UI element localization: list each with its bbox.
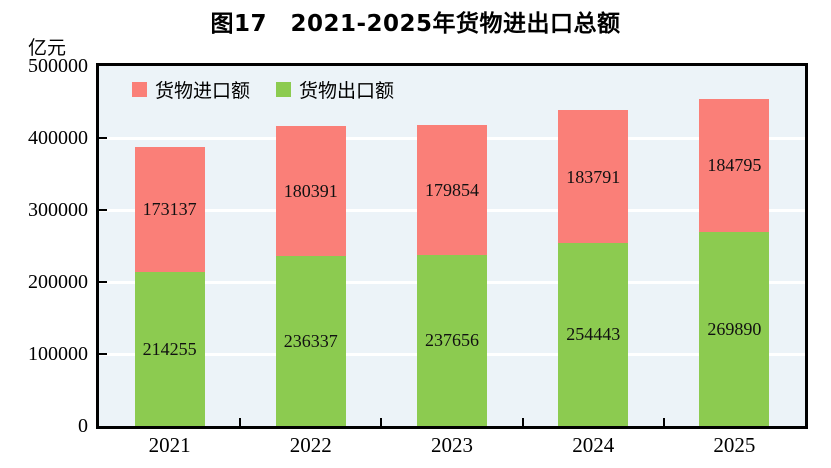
y-axis-unit-label: 亿元 <box>28 38 67 59</box>
bar-value-label: 180391 <box>283 180 338 201</box>
legend-swatch-imports <box>132 82 147 97</box>
y-tick-label: 200000 <box>28 271 88 293</box>
bar-value-label: 237656 <box>425 330 479 351</box>
bar-value-label: 236337 <box>283 330 338 351</box>
plot-area: 货物进口额 货物出口额 214255 173137 236337 180391 2376… <box>96 63 808 429</box>
legend-swatch-exports <box>276 82 292 97</box>
bar-value-label: 269890 <box>707 318 762 339</box>
y-axis: 0 100000 200000 300000 400000 500000 <box>0 55 88 437</box>
x-tick-mark <box>662 418 665 426</box>
legend-item-imports: 货物进口额 <box>132 76 250 103</box>
x-axis-label: 2021 <box>148 433 191 457</box>
bar-value-label: 179854 <box>425 180 479 201</box>
x-tick-mark <box>380 418 383 426</box>
y-tick-mark <box>99 281 107 283</box>
bar-segment-imports-2025 <box>699 98 770 232</box>
x-axis-label: 2023 <box>431 433 473 457</box>
x-axis-label: 2024 <box>572 433 615 457</box>
y-tick-mark <box>99 209 107 211</box>
y-tick-label: 500000 <box>28 55 88 77</box>
y-tick-label: 400000 <box>28 127 88 149</box>
bar-segment-exports-2025 <box>699 231 770 426</box>
x-axis-label: 2022 <box>289 433 332 457</box>
bar-value-label: 254443 <box>566 324 621 345</box>
y-tick-label: 300000 <box>28 199 88 221</box>
x-tick-mark <box>521 418 524 426</box>
bar-segment-exports-2024 <box>558 242 629 426</box>
y-tick-mark <box>99 137 107 139</box>
bar-value-label: 183791 <box>566 166 621 187</box>
legend-label-exports: 货物出口额 <box>299 81 395 102</box>
y-tick-label: 100000 <box>28 343 88 365</box>
legend-label-imports: 货物进口额 <box>155 81 251 102</box>
bar-segment-imports-2021 <box>134 147 205 272</box>
bar-segment-exports-2021 <box>134 271 205 426</box>
legend-item-exports: 货物出口额 <box>276 76 394 103</box>
bar-segment-exports-2023 <box>417 254 487 426</box>
y-tick-mark <box>99 353 107 355</box>
bar-value-label: 214255 <box>142 338 197 359</box>
bar-segment-exports-2022 <box>275 255 346 426</box>
bar-segment-imports-2024 <box>558 110 629 243</box>
bar-segment-imports-2023 <box>417 125 487 255</box>
bar-value-label: 173137 <box>142 199 197 220</box>
legend: 货物进口额 货物出口额 <box>132 76 394 103</box>
x-tick-mark <box>239 418 242 426</box>
chart-title: 图17 2021-2025年货物进出口总额 <box>210 11 621 37</box>
x-axis-label: 2025 <box>713 433 756 457</box>
y-tick-label: 0 <box>78 415 88 437</box>
bar-segment-imports-2022 <box>275 125 346 256</box>
bar-value-label: 184795 <box>707 155 762 176</box>
